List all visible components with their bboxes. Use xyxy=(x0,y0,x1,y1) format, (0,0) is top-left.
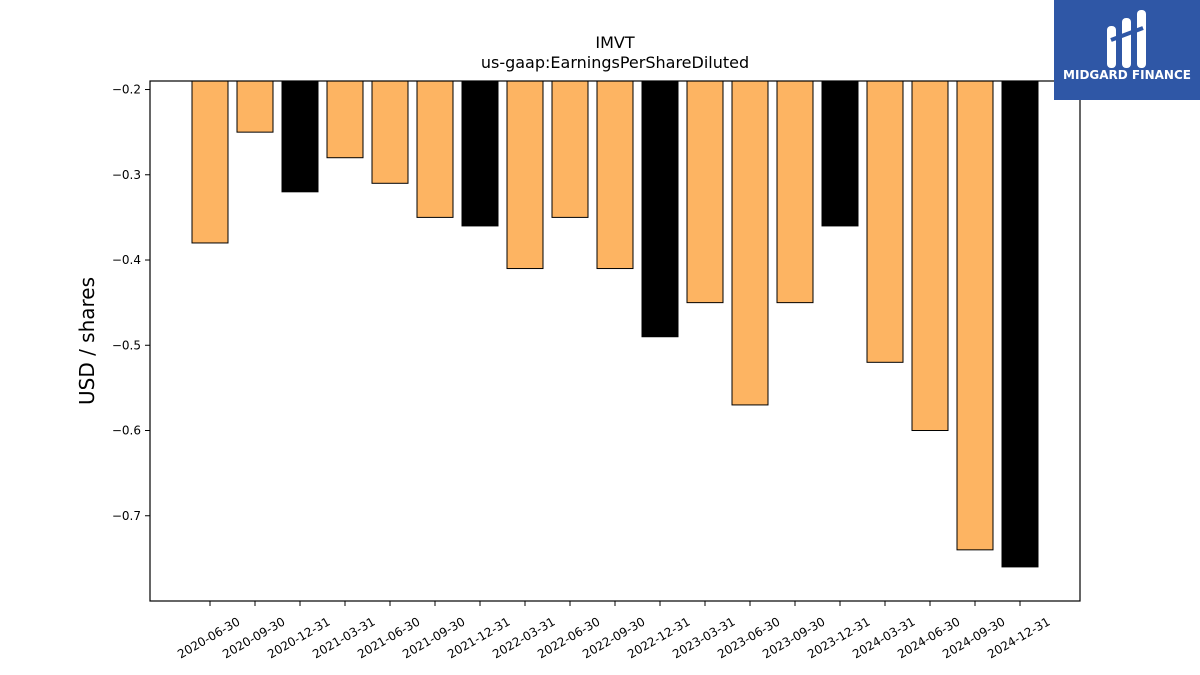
bar-2024-03-31 xyxy=(866,80,904,363)
bar-2022-03-31 xyxy=(506,80,544,270)
logo-text: MIDGARD FINANCE xyxy=(1063,68,1191,82)
y-tick-label: −0.3 xyxy=(112,168,141,182)
bar-2020-12-31 xyxy=(281,80,319,193)
y-tick-label: −0.6 xyxy=(112,424,141,438)
bar-2020-06-30 xyxy=(191,80,229,244)
bar-2021-09-30 xyxy=(416,80,454,218)
logo-mark-icon xyxy=(1107,10,1146,68)
bar-2024-12-31 xyxy=(1001,80,1039,568)
y-axis: −0.2 −0.3 −0.4 −0.5 −0.6 −0.7 xyxy=(112,83,150,523)
chart-title: IMVT xyxy=(595,33,634,52)
bars xyxy=(191,80,1039,568)
x-axis: 2020-06-302020-09-302020-12-312021-03-31… xyxy=(175,601,1053,661)
bar-2022-06-30 xyxy=(551,80,589,218)
y-tick-label: −0.5 xyxy=(112,338,141,352)
y-tick-label: −0.7 xyxy=(112,509,141,523)
bar-2023-09-30 xyxy=(776,80,814,304)
bar-2021-12-31 xyxy=(461,80,499,227)
bar-2021-03-31 xyxy=(326,80,364,159)
bar-2022-12-31 xyxy=(641,80,679,338)
chart-subtitle: us-gaap:EarningsPerShareDiluted xyxy=(481,53,749,72)
bar-2024-06-30 xyxy=(911,80,949,432)
midgard-finance-logo: MIDGARD FINANCE xyxy=(1054,0,1200,100)
bar-2021-06-30 xyxy=(371,80,409,184)
y-tick-label: −0.4 xyxy=(112,253,141,267)
bar-2023-12-31 xyxy=(821,80,859,227)
bar-2023-03-31 xyxy=(686,80,724,304)
bar-2024-09-30 xyxy=(956,80,994,551)
bar-2022-09-30 xyxy=(596,80,634,270)
bar-2023-06-30 xyxy=(731,80,769,406)
bar-2020-09-30 xyxy=(236,80,274,133)
y-axis-label: USD / shares xyxy=(75,277,99,405)
y-tick-label: −0.2 xyxy=(112,83,141,97)
